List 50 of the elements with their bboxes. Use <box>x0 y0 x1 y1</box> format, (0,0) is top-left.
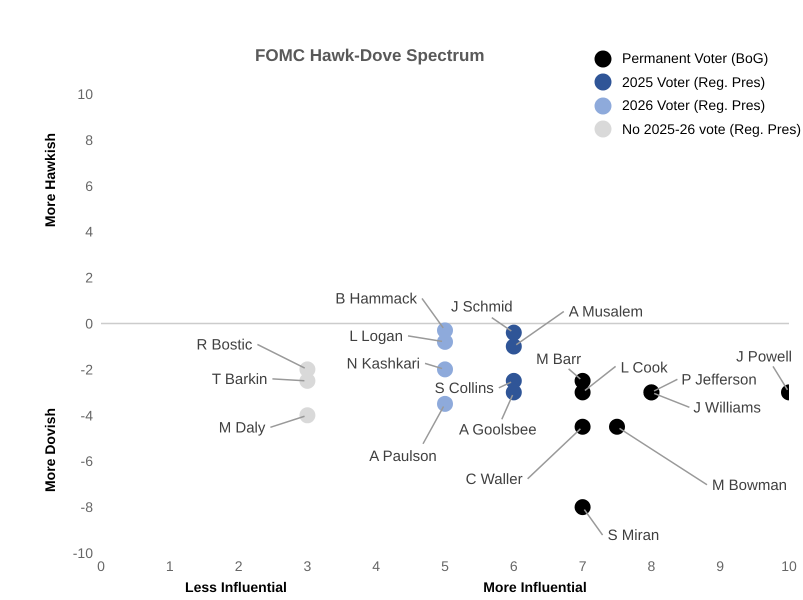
annotation: S Miran <box>608 527 660 544</box>
annotation: N Kashkari <box>346 355 420 372</box>
x-tick-label: 9 <box>716 558 724 574</box>
x-tick-label: 8 <box>648 558 656 574</box>
y-tick-label: 2 <box>85 270 94 286</box>
annotation: A Paulson <box>369 448 437 465</box>
annotation: C Waller <box>466 470 523 488</box>
annotation: L Cook <box>620 359 668 376</box>
y-tick-label: 10 <box>77 86 94 102</box>
y-tick-label: 6 <box>85 178 94 194</box>
legend-label: 2025 Voter (Reg. Pres) <box>622 72 766 92</box>
y-tick-label: -2 <box>80 361 94 378</box>
y-tick-label: 0 <box>85 315 94 332</box>
x-tick-label: 6 <box>510 558 518 574</box>
annotation: A Goolsbee <box>459 421 537 438</box>
x-tick-label: 2 <box>234 558 243 574</box>
x-tick-label: 5 <box>441 558 450 574</box>
x-tick-label: 4 <box>372 558 380 574</box>
annotation: T Barkin <box>212 370 268 388</box>
annotation: J Williams <box>693 399 761 416</box>
legend-label: Permanent Voter (BoG) <box>622 49 768 68</box>
annotation: J Powell <box>736 348 792 366</box>
y-tick-label: -6 <box>80 453 94 470</box>
annotation: B Hammack <box>335 290 418 308</box>
annotation: L Logan <box>349 328 403 345</box>
y-tick-label: -8 <box>80 499 94 516</box>
annotation: P Jefferson <box>681 371 757 388</box>
text: More Hawkish <box>42 132 58 228</box>
annotation: S Collins <box>434 380 494 397</box>
annotation: M Bowman <box>712 476 788 494</box>
annotation: M Daly <box>218 419 266 436</box>
x-tick-label: 7 <box>578 558 587 574</box>
legend-label: 2026 Voter (Reg. Pres) <box>622 96 766 115</box>
x-tick-label: 0 <box>97 558 106 574</box>
text: Less Influential <box>185 579 287 595</box>
legend-label: No 2025-26 vote (Reg. Pres) <box>622 120 801 139</box>
annotation: M Barr <box>536 350 582 368</box>
x-tick-label: 10 <box>781 558 797 574</box>
y-tick-label: 4 <box>85 224 94 240</box>
annotation: A Musalem <box>568 303 644 320</box>
annotation: J Schmid <box>450 298 513 316</box>
annotation: R Bostic <box>196 336 253 354</box>
text: More Influential <box>483 579 587 595</box>
x-tick-label: 1 <box>166 558 174 574</box>
text: More Dovish <box>42 408 58 492</box>
y-tick-label: -10 <box>72 544 94 561</box>
y-tick-label: -4 <box>80 407 94 424</box>
chart-title: FOMC Hawk-Dove Spectrum <box>255 46 485 65</box>
y-tick-label: 8 <box>85 132 94 148</box>
x-tick-label: 3 <box>304 558 312 574</box>
